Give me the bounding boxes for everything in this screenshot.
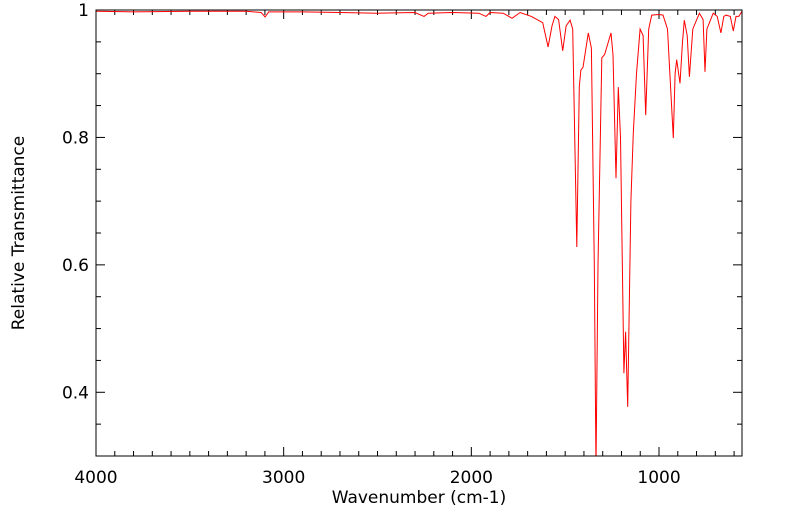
plot-frame	[95, 9, 743, 457]
y-tick-label: 0.4	[62, 383, 89, 403]
x-tick-label: 1000	[637, 468, 680, 488]
y-tick-label: 0.8	[62, 128, 89, 148]
x-tick-label: 3000	[262, 468, 305, 488]
x-axis-label: Wavenumber (cm-1)	[332, 488, 507, 508]
x-tick-labels: 4000 3000 2000 1000	[74, 468, 680, 488]
x-tick-label: 4000	[74, 468, 117, 488]
spectrum-line	[96, 10, 742, 456]
y-tick-label: 1	[78, 1, 89, 21]
x-tick-label: 2000	[450, 468, 493, 488]
axis-ticks	[95, 9, 742, 457]
y-axis-label: Relative Transmittance	[9, 136, 29, 331]
y-tick-label: 0.6	[62, 256, 89, 276]
y-tick-labels: 1 0.8 0.6 0.4	[62, 1, 89, 403]
